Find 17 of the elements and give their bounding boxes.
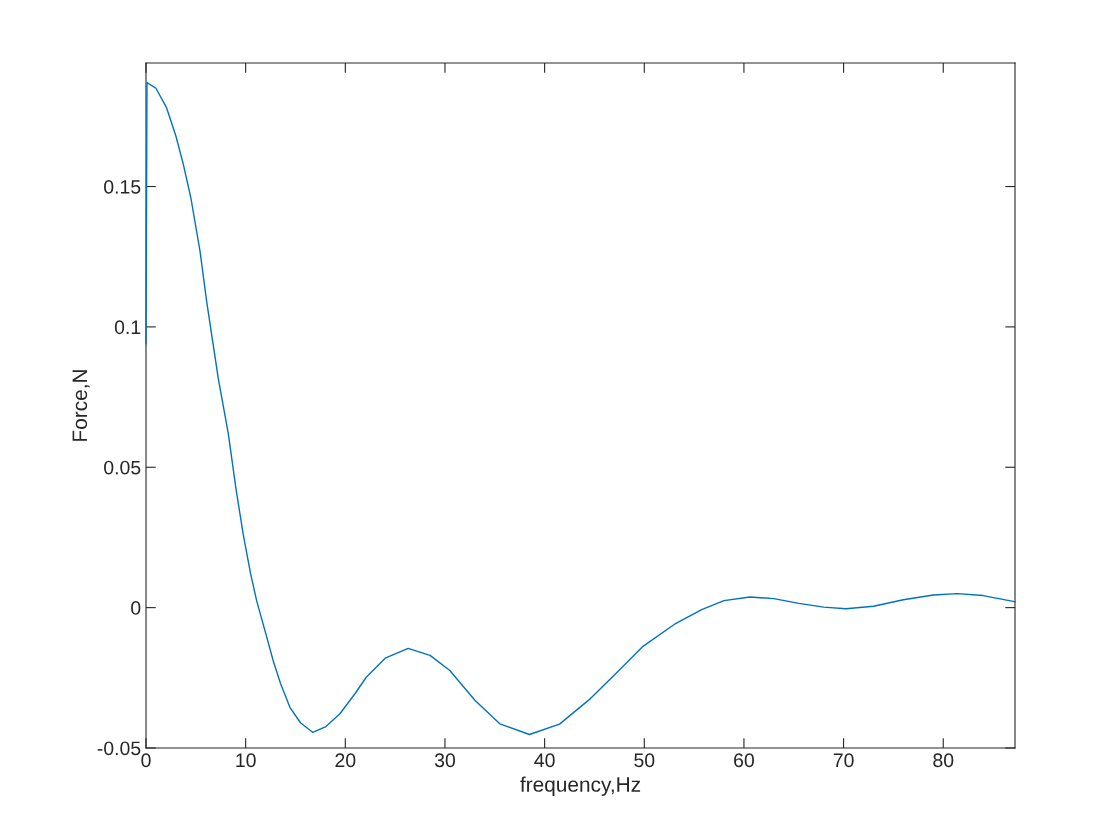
x-tick-label: 60 <box>734 753 754 768</box>
x-tick-label: 50 <box>634 753 655 768</box>
x-tick-label: 30 <box>434 753 456 768</box>
y-tick-label: -0.05 <box>97 741 141 756</box>
x-tick-label: 80 <box>933 753 954 768</box>
y-axis-title: Force,N <box>72 370 90 441</box>
x-tick-label: 10 <box>236 753 256 768</box>
y-tick-label: 0.05 <box>104 460 141 475</box>
x-tick-label: 40 <box>534 753 555 768</box>
y-tick-label: 0 <box>131 601 141 615</box>
line-series <box>145 81 1016 736</box>
y-tick-label: 0.15 <box>104 179 141 194</box>
x-tick-label: 70 <box>833 753 854 768</box>
x-axis-title: frequency,Hz <box>520 776 641 796</box>
x-tick-label: 0 <box>141 753 151 768</box>
y-tick-label: 0.1 <box>114 320 141 335</box>
x-tick-label: 20 <box>335 753 356 768</box>
